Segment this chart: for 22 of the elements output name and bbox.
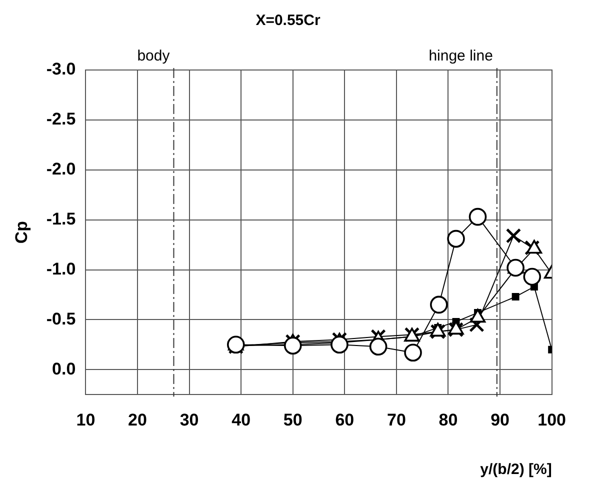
x-tick-label: 70	[386, 410, 406, 430]
y-tick-label: -1.0	[46, 259, 76, 278]
x-tick-label: 50	[283, 410, 302, 430]
y-tick-label: -2.0	[46, 160, 76, 179]
ref-line-label: hinge line	[428, 48, 493, 65]
chart-title: X=0.55Cr	[256, 12, 320, 30]
x-tick-label: 100	[538, 410, 566, 430]
x-tick-label: 90	[490, 410, 510, 430]
ref-line-label: body	[137, 48, 170, 65]
y-tick-label: -1.5	[46, 210, 76, 229]
x-tick-label: 30	[180, 410, 199, 430]
x-tick-label: 80	[438, 410, 458, 430]
x-tick-label: 20	[128, 410, 147, 430]
y-tick-label: -3.0	[46, 60, 76, 79]
y-tick-label: 0.0	[52, 359, 76, 378]
x-tick-label: 60	[335, 410, 354, 430]
y-tick-label: -0.5	[46, 309, 76, 328]
x-tick-label: 40	[232, 410, 251, 430]
y-tick-label: -2.5	[46, 110, 76, 129]
x-tick-label: 10	[76, 410, 96, 430]
y-axis-title: Cp	[12, 220, 31, 244]
x-axis-title: y/(b/2) [%]	[480, 461, 552, 478]
